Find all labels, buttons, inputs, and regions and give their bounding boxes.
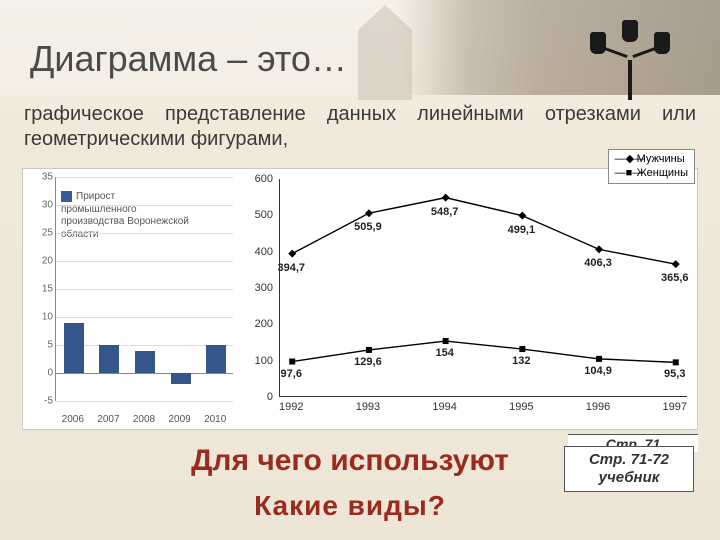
bar [99,345,119,373]
slide-body-text: графическое представление данных линейны… [24,102,696,152]
legend-men: Мужчины [637,153,685,165]
data-value-label: 95,3 [664,368,685,380]
page-ref-box: Стр. 71-72 учебник [564,446,694,492]
data-value-label: 394,7 [277,262,305,274]
data-value-label: 132 [512,355,530,367]
data-value-label: 548,7 [431,206,459,218]
bar-x-label: 2006 [62,414,84,425]
bar [206,345,226,373]
bar-x-label: 2008 [133,414,155,425]
bar-x-label: 2007 [97,414,119,425]
slide-title: Диаграмма – это… [30,38,347,80]
data-value-label: 406,3 [584,257,612,269]
bar [135,351,155,373]
data-value-label: 104,9 [584,365,612,377]
line-x-label: 1996 [586,401,610,413]
bar-y-axis: -505101520253035 [29,169,53,429]
streetlamp-silhouette [570,10,690,100]
data-value-label: 365,6 [661,272,689,284]
line-plot-area [279,179,687,397]
line-y-axis: 0100200300400500600 [245,169,275,407]
red-question-overlay: Какие виды? [150,490,550,522]
line-x-label: 1992 [279,401,303,413]
bar [171,373,191,384]
data-value-label: 154 [435,347,453,359]
red-question-main: Для чего используют [150,444,550,479]
line-chart: ―◆―Мужчины ―■―Женщины 010020030040050060… [245,169,699,429]
charts-container: Прирост промышленного производства Ворон… [22,168,698,430]
line-chart-legend: ―◆―Мужчины ―■―Женщины [608,149,695,184]
bar-x-label: 2010 [204,414,226,425]
line-x-label: 1997 [663,401,687,413]
line-x-label: 1994 [432,401,456,413]
data-value-label: 505,9 [354,221,382,233]
line-x-label: 1995 [509,401,533,413]
legend-women: Женщины [637,167,688,179]
bar-chart: Прирост промышленного производства Ворон… [23,169,245,429]
data-value-label: 97,6 [281,368,302,380]
line-x-label: 1993 [356,401,380,413]
bar-plot-area [55,177,233,401]
data-value-label: 129,6 [354,356,382,368]
data-value-label: 499,1 [508,224,536,236]
bar-x-label: 2009 [168,414,190,425]
bar [64,323,84,373]
